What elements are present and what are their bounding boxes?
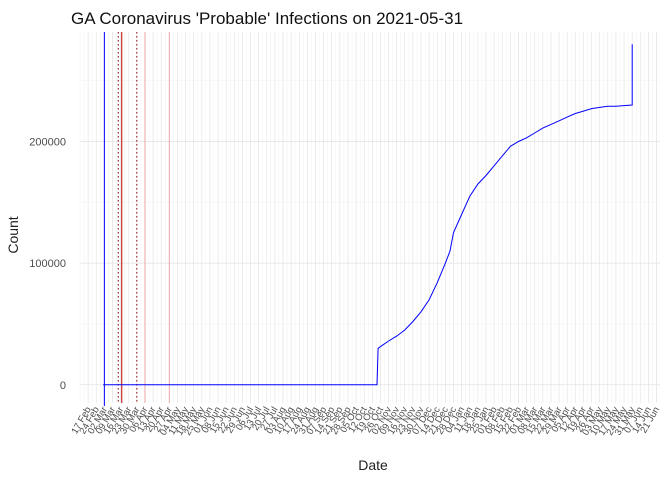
grid (79, 32, 660, 403)
y-axis-title: Count (5, 216, 21, 253)
reference-lines (103, 32, 170, 406)
series-layer (103, 44, 633, 386)
y-axis-ticks: 0 100000 200000 (29, 136, 66, 391)
y-tick-label: 100000 (29, 258, 66, 270)
chart-title: GA Coronavirus 'Probable' Infections on … (71, 9, 463, 28)
y-tick-label: 200000 (29, 136, 66, 148)
series-line (103, 44, 633, 386)
x-axis-title: Date (358, 457, 388, 473)
y-tick-label: 0 (60, 380, 66, 392)
